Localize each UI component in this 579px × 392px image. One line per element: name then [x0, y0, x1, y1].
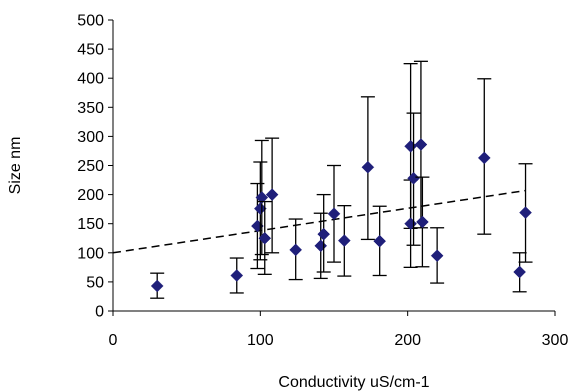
data-point-marker [337, 234, 351, 247]
y-tick-label: 200 [77, 187, 104, 204]
trendline-group [112, 189, 526, 254]
data-point-marker [513, 265, 526, 279]
data-point-group [430, 227, 445, 284]
data-point-group [316, 193, 331, 273]
data-point-marker [519, 206, 532, 219]
data-point-group [477, 78, 492, 235]
data-point-group [257, 200, 272, 275]
data-point-group [413, 60, 428, 229]
data-point-marker [265, 188, 279, 201]
data-point-group [512, 252, 527, 293]
x-tick-label: 300 [542, 332, 569, 349]
data-points [150, 60, 533, 299]
y-axis-label: Size nm [7, 137, 24, 195]
data-point-marker [258, 231, 272, 245]
data-point-group [253, 161, 268, 261]
data-point-marker [477, 151, 491, 165]
y-tick-label: 350 [77, 100, 104, 117]
x-tick-label: 0 [109, 332, 118, 349]
data-point-group [288, 218, 303, 281]
data-point-marker [289, 243, 303, 257]
y-tick-label: 400 [77, 71, 104, 88]
data-point-marker [317, 227, 331, 241]
data-point-group [313, 212, 328, 280]
data-point-group [229, 257, 244, 294]
y-tick-label: 450 [77, 42, 104, 59]
data-point-group [360, 96, 375, 241]
data-point-marker [407, 171, 420, 185]
ticks: 0 50 100 150 200 250 300 350 400 450 500 0 100 200 300 [77, 13, 568, 350]
data-point-group [372, 205, 387, 277]
data-point-marker [373, 234, 387, 248]
data-point-group [406, 112, 421, 246]
data-point-marker [230, 269, 244, 282]
data-point-marker [327, 207, 341, 221]
y-tick-label: 50 [86, 274, 104, 291]
y-tick-label: 0 [95, 304, 104, 321]
y-tick-label: 100 [77, 245, 104, 262]
x-tick-label: 100 [247, 332, 274, 349]
data-point-group [265, 137, 280, 254]
data-point-marker [414, 138, 428, 151]
y-tick-label: 300 [77, 129, 104, 146]
data-point-marker [430, 249, 444, 263]
data-point-marker [314, 239, 328, 253]
y-tick-label: 150 [77, 216, 104, 233]
x-axis-label: Conductivity uS/cm-1 [278, 374, 429, 391]
data-point-group [403, 179, 418, 269]
data-point-marker [361, 160, 375, 174]
data-point-group [150, 272, 165, 299]
data-point-group [415, 176, 430, 268]
data-point-marker [150, 279, 164, 293]
data-point-marker [255, 191, 269, 204]
data-point-marker [404, 139, 417, 153]
data-point-group [337, 205, 352, 277]
y-tick-label: 500 [77, 13, 104, 30]
data-point-marker [416, 215, 429, 229]
x-tick-label: 200 [394, 332, 421, 349]
y-tick-label: 250 [77, 158, 104, 175]
data-point-group [327, 164, 341, 263]
data-point-group [518, 163, 533, 263]
trendline [112, 189, 526, 254]
